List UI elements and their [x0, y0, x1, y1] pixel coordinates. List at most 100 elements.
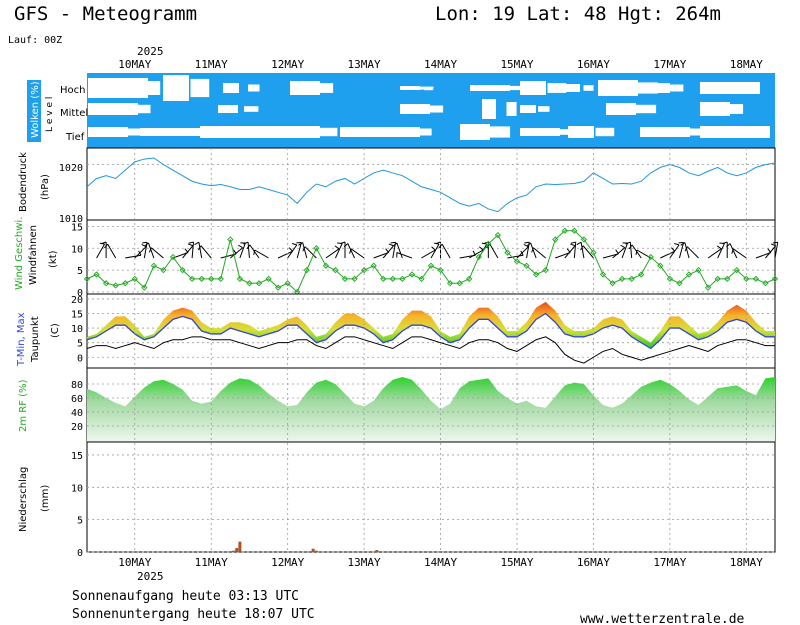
cloud-level-axis: L e v e l [45, 97, 55, 132]
cloud-gap [252, 86, 260, 90]
wind-speed-point [112, 282, 119, 289]
wind-barb [107, 243, 117, 259]
date-label-top: 12MAY [271, 58, 304, 71]
precipitation-bar [238, 541, 242, 552]
wind-barb-tick [674, 243, 680, 246]
wind-speed-point [102, 280, 110, 287]
wind-speed-point [685, 271, 693, 278]
wind-speed-point [724, 275, 731, 283]
dewpoint-series [86, 336, 775, 364]
location-info: Lon: 19 Lat: 48 Hgt: 264m [435, 3, 721, 25]
cloud-gap [587, 86, 594, 90]
cloud-level-mid: Mittel [60, 108, 88, 119]
wind-vane-label: Windfahnen [28, 225, 39, 285]
humidity-panel: 20 40 60 80 2m RF (%) [18, 367, 776, 443]
wind-barb-tick [253, 249, 256, 256]
date-labels-top: 10MAY 11MAY 12MAY 13MAY 14MAY 15MAY 16MAY 17MAY… [118, 58, 763, 71]
cloud-gap [554, 130, 572, 134]
wind-speed-point [695, 266, 702, 274]
wind-speed-point [227, 236, 234, 243]
date-label-bottom: 12MAY [271, 556, 304, 569]
wind-speed-point [418, 275, 425, 283]
wind-barb-tick [291, 243, 297, 246]
wind-barb-tick [671, 247, 676, 252]
wind-speed-point [532, 271, 540, 278]
wind-barb-tick [194, 241, 200, 246]
wind-barb [182, 245, 194, 259]
wind-speed-point [284, 280, 291, 287]
wind-panel: 0 5 10 15 Wind Geschwi. Windfahnen (kt) [14, 217, 779, 299]
cloud-gap [602, 129, 614, 135]
precipitation-bar [375, 550, 379, 552]
wind-barb [239, 242, 246, 259]
date-label-top: 11MAY [195, 58, 228, 71]
cloud-gap [700, 126, 770, 138]
cloud-gap [424, 87, 433, 91]
cloud-gap [606, 103, 636, 115]
humidity-tick: 80 [71, 380, 83, 391]
wind-speed-point [446, 280, 454, 287]
wind-speed-point [122, 280, 129, 287]
cloud-gap [520, 81, 546, 95]
sunrise-text: Sonnenaufgang heute 03:13 UTC [72, 589, 299, 604]
wind-speed-point [341, 275, 349, 283]
precipitation-bar [235, 548, 239, 552]
wind-barb [198, 242, 203, 259]
wind-barb-tick [349, 248, 352, 254]
wind-barb-tick [343, 243, 349, 248]
temperature-tick: 0 [77, 353, 83, 364]
wind-speed-point [666, 275, 674, 283]
wind-barb-tick [526, 242, 531, 247]
wind-barb [125, 254, 142, 259]
wind-speed-point [255, 280, 263, 287]
wind-barb-tick [684, 246, 688, 252]
cloud-gap [511, 86, 529, 90]
wind-barb [732, 248, 747, 259]
wind-barb [396, 252, 413, 259]
wind-barb [602, 253, 619, 259]
wind-speed-point [762, 280, 769, 287]
wind-barb-tick [288, 247, 293, 252]
wind-barb [707, 248, 722, 259]
wind-barb [582, 245, 594, 259]
wind-speed-point [83, 275, 91, 283]
wind-barb [230, 247, 243, 259]
model-run: Lauf: 00Z [8, 35, 62, 46]
date-labels-bottom: 10MAY 11MAY 12MAY 13MAY 14MAY 15MAY 16MAY 17MAY… [118, 556, 763, 569]
wind-speed-point [427, 262, 435, 269]
wind-speed-point [437, 266, 444, 274]
wind-speed-point [246, 280, 253, 287]
cloud-gap [218, 105, 238, 113]
date-label-bottom: 10MAY [118, 556, 151, 569]
cloud-gap [640, 127, 690, 137]
pressure-tick-1020: 1020 [59, 163, 83, 174]
wind-barb [191, 242, 195, 259]
temperature-panel: 0 5 10 15 20 T-Min, Max Taupunkt (C) [16, 293, 776, 369]
wind-speed-point [380, 275, 387, 283]
wind-speed-point [208, 275, 215, 283]
wind-speed-point [733, 266, 740, 274]
date-label-top: 14MAY [424, 58, 457, 71]
wind-speed-point [265, 275, 272, 283]
pressure-tick-1010: 1010 [59, 214, 83, 225]
cloud-gap [510, 105, 517, 113]
wind-speed-point [360, 266, 368, 274]
precipitation-bar [311, 548, 315, 552]
wind-speed-point [743, 275, 750, 283]
wind-speed-point [704, 284, 712, 291]
wind-barb-tick [722, 241, 728, 245]
wind-speed-point [561, 227, 568, 234]
pressure-series [86, 157, 776, 213]
date-label-top: 17MAY [653, 58, 686, 71]
precipitation-label: Niederschlag [18, 467, 29, 532]
wind-speed-point [236, 275, 244, 283]
wind-speed-point [571, 227, 578, 234]
wind-barb [612, 247, 626, 259]
wind-barb [277, 250, 293, 259]
wind-barb [134, 246, 147, 259]
wind-barb [533, 247, 546, 259]
wind-barb-tick [770, 243, 776, 247]
wind-barb-tick [141, 244, 147, 248]
cloud-gap [400, 86, 420, 90]
date-label-bottom: 14MAY [424, 556, 457, 569]
